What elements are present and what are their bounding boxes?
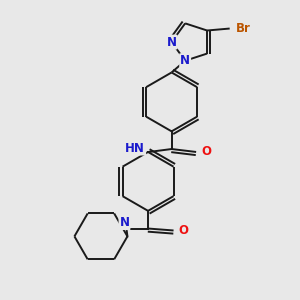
Text: N: N (119, 216, 130, 229)
Text: Br: Br (236, 22, 251, 35)
Text: O: O (178, 224, 188, 237)
Text: N: N (167, 35, 177, 49)
Text: HN: HN (125, 142, 145, 154)
Text: O: O (201, 146, 211, 158)
Text: N: N (180, 54, 190, 67)
